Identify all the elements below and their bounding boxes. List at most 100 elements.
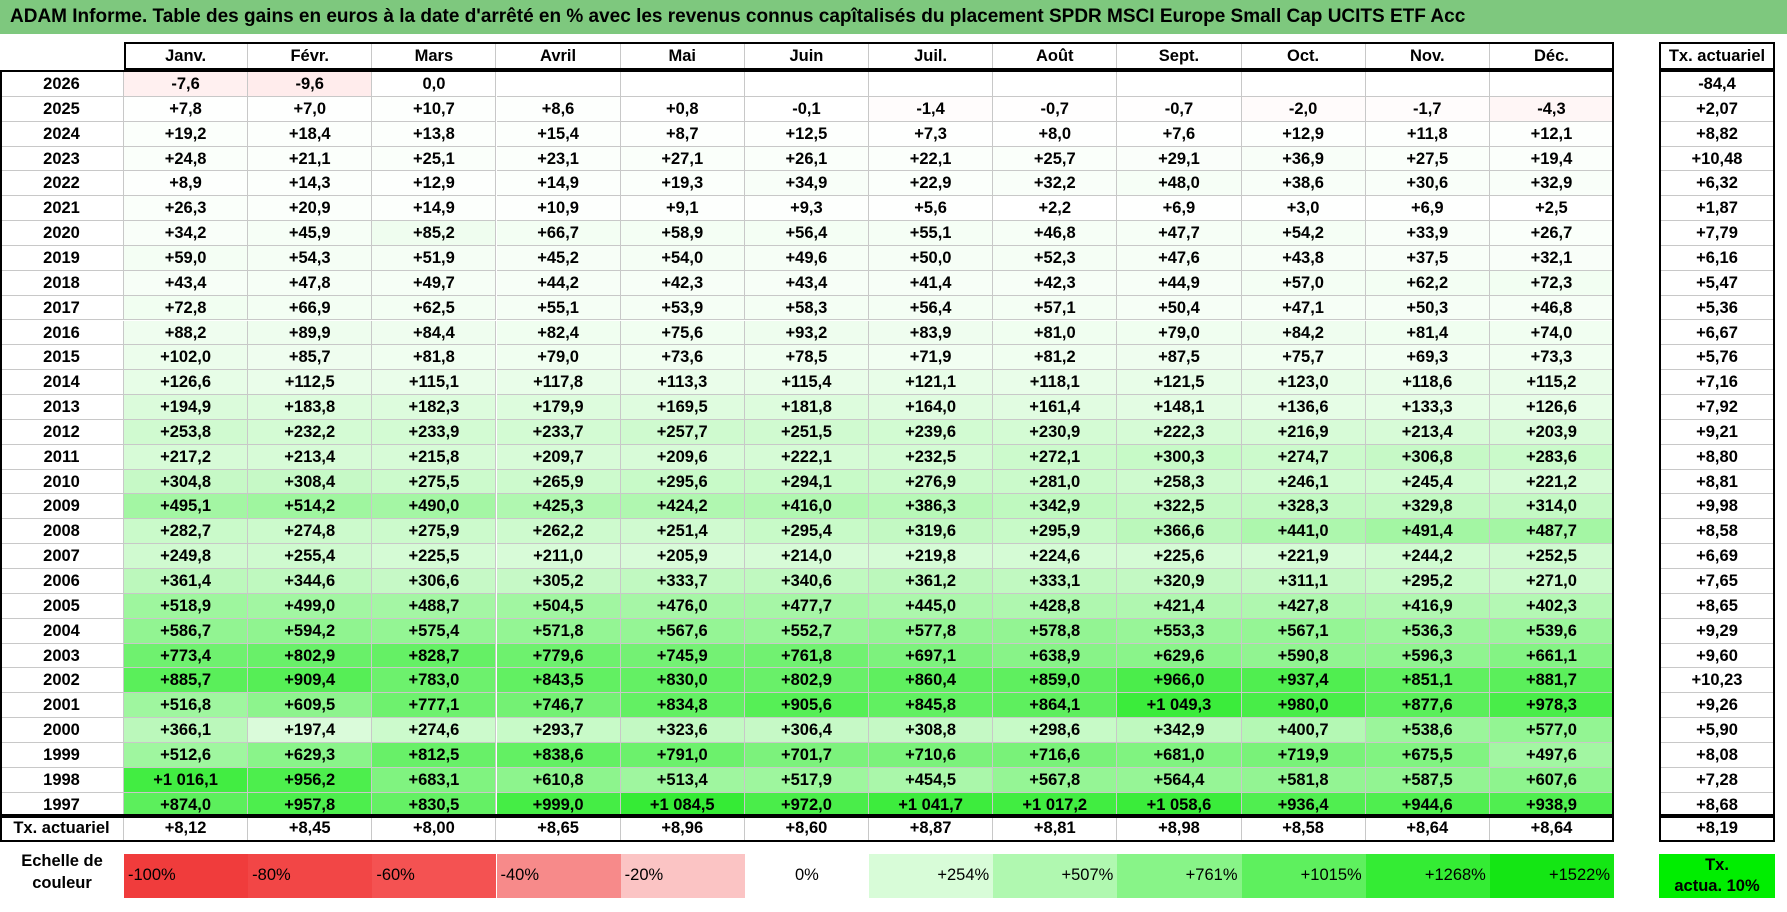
table-cell: +225,5 [372, 544, 497, 569]
color-scale-swatch: 0% [744, 854, 869, 898]
table-cell: +251,4 [620, 519, 745, 545]
table-cell: +308,4 [248, 469, 373, 495]
footer-cell: +8,12 [124, 814, 249, 842]
table-cell: +980,0 [1241, 693, 1366, 719]
table-cell: +490,0 [372, 494, 497, 520]
table-cell: +271,0 [1489, 569, 1615, 594]
table-cell: +830,5 [372, 792, 497, 818]
table-cell: +255,4 [248, 544, 373, 569]
table-cell: +7,0 [248, 96, 373, 122]
month-header: Févr. [248, 42, 373, 70]
table-cell: +1 016,1 [124, 767, 249, 793]
table-cell: +27,1 [620, 146, 745, 172]
table-cell: +47,7 [1117, 221, 1242, 246]
table-cell: +197,4 [248, 718, 373, 743]
table-cell: +536,3 [1365, 618, 1490, 644]
table-cell: +497,6 [1489, 742, 1615, 768]
table-cell: +115,2 [1489, 370, 1615, 396]
table-cell: +22,1 [869, 146, 994, 172]
table-cell: +24,8 [124, 146, 249, 172]
table-cell: +232,5 [869, 444, 994, 470]
tx-actuariel-cell: +9,26 [1659, 693, 1775, 719]
table-cell: +78,5 [744, 345, 869, 371]
tx-actuariel-cell: +5,76 [1659, 345, 1775, 371]
year-label: 2001 [0, 693, 124, 719]
table-cell: +10,7 [372, 96, 497, 122]
table-cell: +761,8 [744, 643, 869, 669]
table-cell: +828,7 [372, 643, 497, 669]
table-cell: +45,2 [496, 245, 621, 271]
table-cell: +9,3 [744, 196, 869, 222]
table-cell: +6,9 [1117, 196, 1242, 222]
table-cell: +46,8 [993, 221, 1118, 246]
table-cell: +42,3 [993, 270, 1118, 296]
table-cell: +342,9 [1117, 718, 1242, 743]
table-cell: +978,3 [1489, 693, 1615, 719]
table-cell: +183,8 [248, 395, 373, 420]
table-cell [1489, 72, 1615, 97]
table-cell: +59,0 [124, 245, 249, 271]
year-label: 2025 [0, 96, 124, 122]
table-cell: +72,8 [124, 295, 249, 321]
table-cell [1241, 72, 1366, 97]
year-label: 2011 [0, 444, 124, 470]
table-cell: +221,9 [1241, 544, 1366, 569]
table-cell: +845,8 [869, 693, 994, 719]
table-cell: +123,0 [1241, 370, 1366, 396]
year-label: 2012 [0, 419, 124, 445]
table-cell: +587,5 [1365, 767, 1490, 793]
month-header: Juin [744, 42, 869, 70]
table-cell: +161,4 [993, 395, 1118, 420]
table-cell: +32,2 [993, 171, 1118, 197]
color-scale-swatch: -20% [620, 854, 745, 898]
tx-actuariel-cell: +8,81 [1659, 469, 1775, 495]
table-cell: +83,9 [869, 320, 994, 346]
table-cell: +0,8 [620, 96, 745, 122]
table-cell: +85,7 [248, 345, 373, 371]
table-cell: +323,6 [620, 718, 745, 743]
table-cell: +513,4 [620, 767, 745, 793]
table-cell: +957,8 [248, 792, 373, 818]
table-cell: +7,6 [1117, 121, 1242, 147]
table-cell: -1,7 [1365, 96, 1490, 122]
table-cell: +262,2 [496, 519, 621, 545]
tx-actuariel-cell: +5,90 [1659, 718, 1775, 743]
table-cell: +956,2 [248, 767, 373, 793]
year-label: 2007 [0, 544, 124, 569]
table-cell [1365, 72, 1490, 97]
table-cell: +62,2 [1365, 270, 1490, 296]
table-cell: +66,7 [496, 221, 621, 246]
table-cell: +577,8 [869, 618, 994, 644]
table-cell: +514,2 [248, 494, 373, 520]
table-cell: +306,8 [1365, 444, 1490, 470]
table-cell: +19,3 [620, 171, 745, 197]
table-cell: +182,3 [372, 395, 497, 420]
table-cell: +12,9 [1241, 121, 1366, 147]
table-cell: +402,3 [1489, 593, 1615, 619]
table-cell: +33,9 [1365, 221, 1490, 246]
table-cell: +75,6 [620, 320, 745, 346]
table-cell: +58,3 [744, 295, 869, 321]
table-cell: +328,3 [1241, 494, 1366, 520]
table-cell: +7,3 [869, 121, 994, 147]
table-cell: +251,5 [744, 419, 869, 445]
table-cell: +84,4 [372, 320, 497, 346]
table-cell: +75,7 [1241, 345, 1366, 371]
year-label: 2014 [0, 370, 124, 396]
table-cell: +512,6 [124, 742, 249, 768]
table-cell: +838,6 [496, 742, 621, 768]
table-cell: +14,9 [372, 196, 497, 222]
table-cell: +516,8 [124, 693, 249, 719]
table-cell: +209,7 [496, 444, 621, 470]
table-cell: +121,5 [1117, 370, 1242, 396]
table-cell: +802,9 [744, 668, 869, 694]
table-cell: +881,7 [1489, 668, 1615, 694]
table-cell: +47,8 [248, 270, 373, 296]
tx-actuariel-cell: +7,28 [1659, 767, 1775, 793]
table-cell: +830,0 [620, 668, 745, 694]
table-cell: +344,6 [248, 569, 373, 594]
table-cell: +55,1 [496, 295, 621, 321]
table-cell: +258,3 [1117, 469, 1242, 495]
table-cell: +265,9 [496, 469, 621, 495]
table-cell: +55,1 [869, 221, 994, 246]
